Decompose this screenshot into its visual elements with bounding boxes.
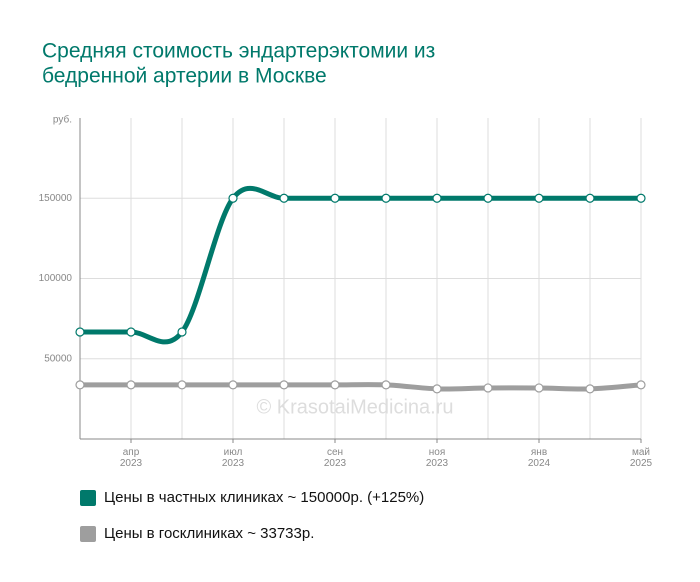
legend-label: Цены в госклиниках ~ 33733р. — [104, 525, 314, 542]
point-marker — [585, 384, 595, 394]
point-marker — [177, 327, 187, 337]
point-marker — [177, 380, 187, 390]
y-tick-label: 150000 — [39, 193, 73, 204]
series-line — [77, 382, 644, 392]
point-marker — [432, 193, 442, 203]
point-marker — [330, 193, 340, 203]
watermark: © KrasotaiMedicina.ru — [256, 396, 453, 418]
point-marker — [636, 380, 646, 390]
point-marker — [483, 383, 493, 393]
x-tick-label: янв 2024 — [528, 447, 551, 469]
point-marker — [483, 193, 493, 203]
legend-label: Цены в частных клиниках ~ 150000р. (+125… — [104, 489, 424, 506]
chart-title-line-1: Средняя стоимость эндартерэктомии из — [42, 40, 435, 63]
point-marker — [279, 380, 289, 390]
chart-title-line-2: бедренной артерии в Москве — [42, 65, 327, 88]
point-marker — [126, 327, 136, 337]
x-tick-label: ноя 2023 — [426, 447, 449, 469]
point-marker — [330, 380, 340, 390]
point-marker — [75, 380, 85, 390]
point-marker — [534, 193, 544, 203]
y-tick-label: 50000 — [44, 353, 72, 364]
x-tick-label: май 2025 — [630, 447, 653, 469]
point-marker — [279, 193, 289, 203]
legend-swatch — [80, 490, 96, 506]
point-marker — [585, 193, 595, 203]
series-line — [77, 185, 644, 345]
y-axis-label: руб. — [53, 114, 72, 126]
point-marker — [228, 193, 238, 203]
point-marker — [75, 327, 85, 337]
x-tick-label: апр 2023 — [120, 447, 143, 469]
legend-swatch — [80, 526, 96, 542]
y-tick-label: 100000 — [39, 273, 73, 284]
point-marker — [228, 380, 238, 390]
x-tick-label: сен 2023 — [324, 447, 347, 469]
point-marker — [534, 383, 544, 393]
point-marker — [381, 193, 391, 203]
point-marker — [381, 380, 391, 390]
point-marker — [636, 193, 646, 203]
point-marker — [432, 384, 442, 394]
point-marker — [126, 380, 136, 390]
x-tick-label: июл 2023 — [222, 447, 245, 469]
